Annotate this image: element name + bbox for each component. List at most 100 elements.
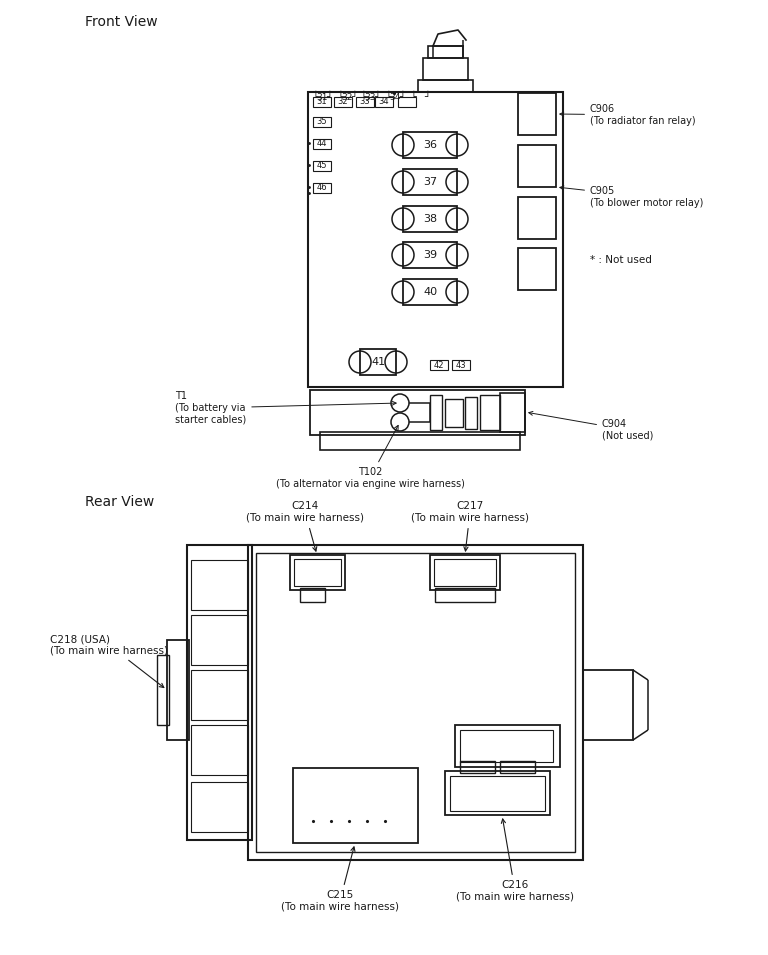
Text: C216
(To main wire harness): C216 (To main wire harness) (456, 819, 574, 902)
Bar (403, 279, 457, 305)
Bar (191, 560, 248, 610)
Bar (430, 395, 442, 430)
Bar (313, 183, 331, 193)
Text: 43: 43 (455, 360, 466, 370)
Text: ┘: ┘ (326, 92, 332, 102)
Bar (313, 97, 331, 107)
Text: 37: 37 (423, 177, 437, 187)
Bar (445, 399, 463, 427)
Circle shape (392, 171, 414, 193)
Bar (157, 655, 169, 725)
Text: 46: 46 (316, 183, 327, 193)
Circle shape (391, 394, 409, 412)
Bar (320, 432, 520, 450)
Circle shape (392, 244, 414, 266)
Bar (403, 132, 457, 158)
Bar (310, 390, 525, 435)
Bar (518, 145, 556, 187)
Text: 33: 33 (359, 97, 370, 107)
Bar (167, 640, 189, 740)
Bar (398, 97, 416, 107)
Text: Front View: Front View (85, 15, 157, 29)
Circle shape (349, 351, 371, 373)
Bar (248, 545, 583, 860)
Text: C214
(To main wire harness): C214 (To main wire harness) (246, 501, 364, 551)
Bar (300, 588, 325, 602)
Circle shape (446, 171, 468, 193)
Bar (445, 771, 550, 815)
Circle shape (392, 208, 414, 230)
Text: ┘: ┘ (374, 92, 380, 102)
Bar (450, 776, 545, 811)
Bar (191, 615, 248, 665)
Bar (290, 555, 345, 590)
Text: 45: 45 (316, 161, 327, 171)
Text: 35: 35 (316, 117, 327, 126)
Circle shape (392, 134, 414, 156)
Text: 33: 33 (364, 93, 376, 102)
Text: └: └ (312, 92, 318, 102)
Text: T102
(To alternator via engine wire harness): T102 (To alternator via engine wire harn… (276, 425, 465, 489)
Text: C904
(Not used): C904 (Not used) (529, 412, 654, 441)
Text: └: └ (385, 92, 391, 102)
Text: C215
(To main wire harness): C215 (To main wire harness) (281, 847, 399, 912)
Bar (403, 169, 457, 195)
Bar (334, 97, 352, 107)
Bar (294, 559, 341, 586)
Bar (518, 197, 556, 239)
Bar (293, 768, 418, 843)
Bar (452, 360, 470, 370)
Bar (465, 397, 477, 429)
Bar (313, 117, 331, 127)
Circle shape (446, 208, 468, 230)
Bar (460, 730, 553, 762)
Text: 44: 44 (316, 139, 327, 148)
Bar (308, 92, 563, 387)
Bar (356, 97, 374, 107)
Text: 32: 32 (341, 93, 353, 102)
Text: T1
(To battery via
starter cables): T1 (To battery via starter cables) (175, 392, 396, 425)
Bar (518, 93, 556, 135)
Text: C217
(To main wire harness): C217 (To main wire harness) (411, 501, 529, 551)
Text: 39: 39 (423, 250, 437, 260)
Circle shape (446, 134, 468, 156)
Circle shape (391, 413, 409, 431)
Bar (191, 782, 248, 832)
Text: 40: 40 (423, 287, 437, 297)
Text: 31: 31 (316, 93, 328, 102)
Text: Rear View: Rear View (85, 495, 154, 509)
Bar (191, 670, 248, 720)
Text: C905
(To blower motor relay): C905 (To blower motor relay) (560, 186, 703, 208)
Text: * : Not used: * : Not used (590, 255, 652, 265)
Text: 32: 32 (338, 97, 349, 107)
Bar (403, 206, 457, 232)
Bar (187, 545, 252, 840)
Text: 38: 38 (423, 214, 437, 224)
Bar (375, 97, 393, 107)
Bar (256, 553, 575, 852)
Text: 34: 34 (389, 93, 401, 102)
Bar (435, 588, 495, 602)
Text: C218 (USA)
(To main wire harness): C218 (USA) (To main wire harness) (50, 634, 168, 688)
Bar (583, 670, 633, 740)
Bar (423, 58, 468, 80)
Bar (403, 242, 457, 268)
Circle shape (446, 281, 468, 303)
Bar (430, 360, 448, 370)
Text: └: └ (337, 92, 343, 102)
Bar (313, 139, 331, 149)
Bar (480, 395, 500, 430)
Bar (360, 349, 396, 375)
Bar (434, 559, 496, 586)
Circle shape (446, 244, 468, 266)
Text: 42: 42 (434, 360, 444, 370)
Bar (428, 46, 463, 58)
Text: 31: 31 (316, 97, 327, 107)
Text: └: └ (410, 92, 416, 102)
Text: ┘: ┘ (351, 92, 357, 102)
Bar (430, 555, 500, 590)
Bar (460, 761, 495, 773)
Text: ┘: ┘ (424, 92, 430, 102)
Circle shape (385, 351, 407, 373)
Text: 34: 34 (379, 97, 389, 107)
